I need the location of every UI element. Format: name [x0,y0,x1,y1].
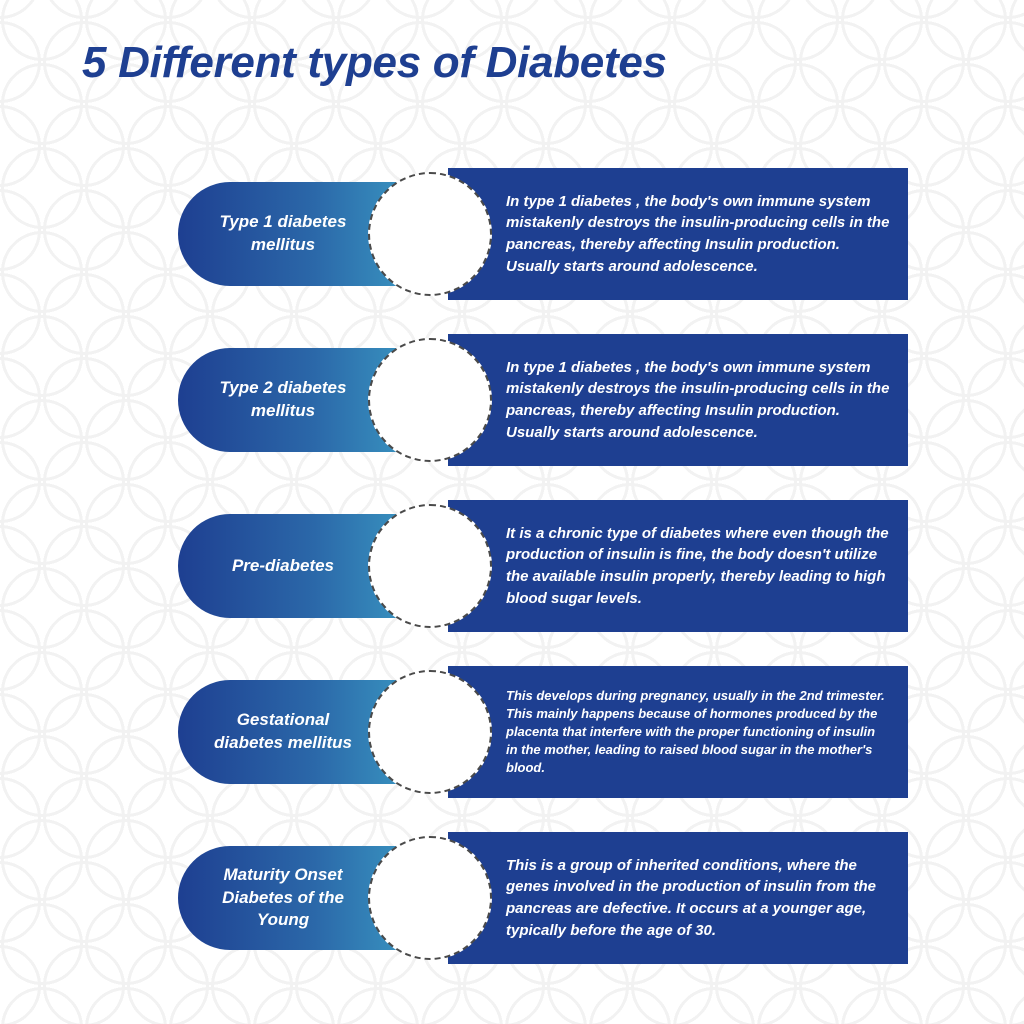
type-row: Maturity Onset Diabetes of the Young Thi… [178,828,918,968]
connector-circle [368,670,492,794]
connector-circle [368,836,492,960]
connector-circle [368,504,492,628]
connector-circle [368,338,492,462]
type-description: It is a chronic type of diabetes where e… [448,500,908,632]
type-description-text: It is a chronic type of diabetes where e… [506,523,890,610]
page-title: 5 Different types of Diabetes [0,0,1024,88]
connector-circle [368,172,492,296]
infographic-canvas: 5 Different types of Diabetes Type 1 dia… [0,0,1024,1024]
type-label: Maturity Onset Diabetes of the Young [210,864,356,933]
type-label: Pre-diabetes [210,555,356,578]
type-description-text: This is a group of inherited conditions,… [506,855,890,942]
type-row: Pre-diabetes It is a chronic type of dia… [178,496,918,636]
type-description: In type 1 diabetes , the body's own immu… [448,334,908,466]
types-list: Type 1 diabetes mellitus In type 1 diabe… [178,164,918,968]
type-description-text: In type 1 diabetes , the body's own immu… [506,191,890,278]
type-description-text: This develops during pregnancy, usually … [506,687,890,777]
type-description: In type 1 diabetes , the body's own immu… [448,168,908,300]
type-label: Gestational diabetes mellitus [210,709,356,755]
type-row: Type 2 diabetes mellitus In type 1 diabe… [178,330,918,470]
type-row: Type 1 diabetes mellitus In type 1 diabe… [178,164,918,304]
type-label: Type 1 diabetes mellitus [210,211,356,257]
type-description: This develops during pregnancy, usually … [448,666,908,798]
type-row: Gestational diabetes mellitus This devel… [178,662,918,802]
type-description: This is a group of inherited conditions,… [448,832,908,964]
type-label: Type 2 diabetes mellitus [210,377,356,423]
type-description-text: In type 1 diabetes , the body's own immu… [506,357,890,444]
